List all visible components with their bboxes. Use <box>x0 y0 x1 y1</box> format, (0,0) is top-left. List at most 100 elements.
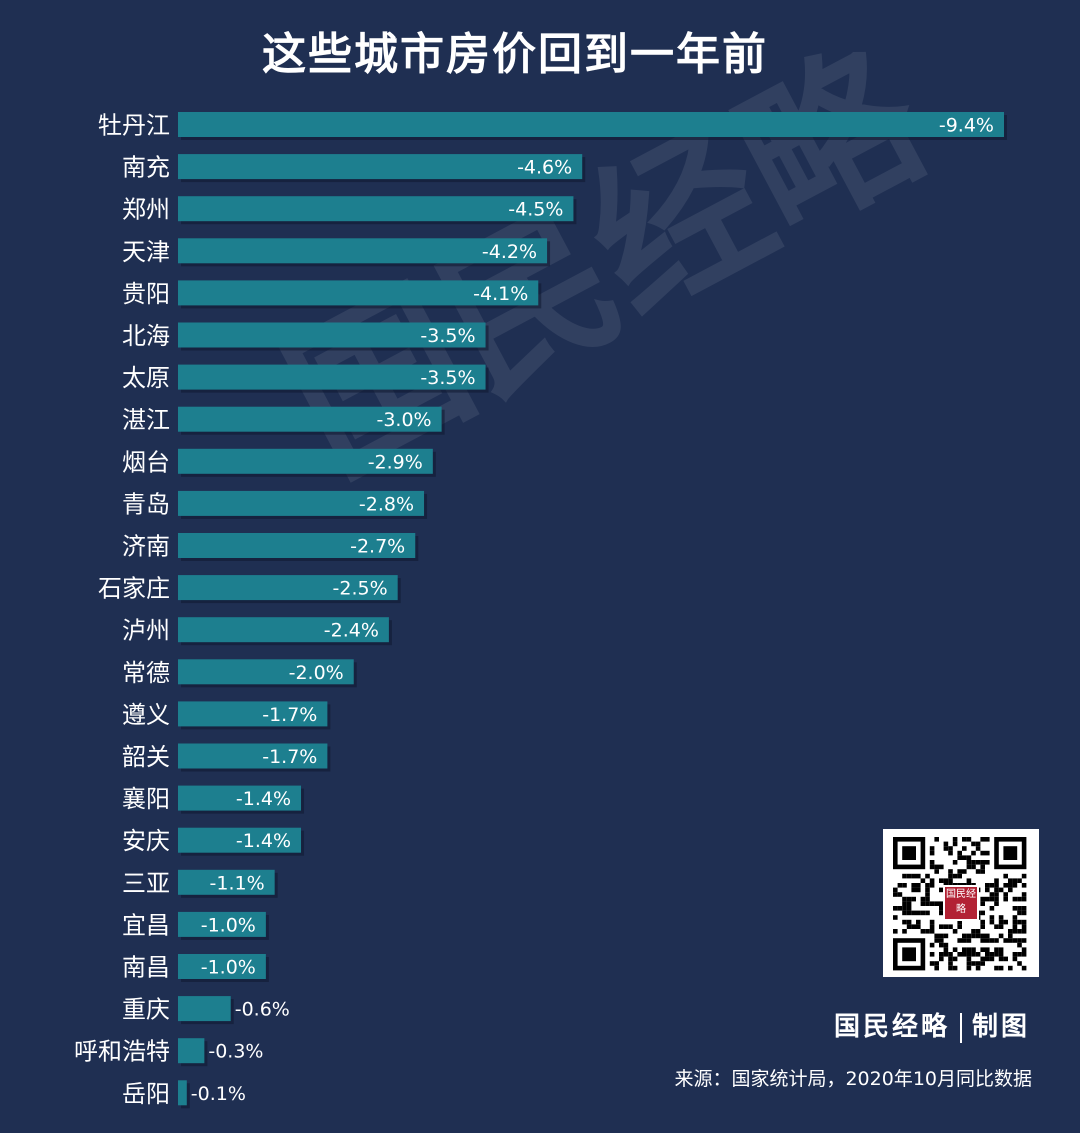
qr-module <box>980 919 985 925</box>
qr-module <box>994 887 999 893</box>
qr-module <box>980 933 985 939</box>
qr-module <box>916 910 921 916</box>
qr-module <box>966 860 972 865</box>
qr-module <box>939 952 944 957</box>
qr-module <box>975 961 981 966</box>
qr-module <box>1012 878 1018 883</box>
bar-1 <box>178 154 583 180</box>
category-label: 郑州 <box>122 196 170 224</box>
qr-module <box>939 933 944 939</box>
category-label: 南充 <box>122 154 170 182</box>
qr-module <box>1012 952 1018 957</box>
qr-module <box>975 929 981 934</box>
category-label: 石家庄 <box>98 575 170 603</box>
qr-logo: 国民经略 <box>943 885 979 921</box>
qr-module <box>980 938 985 943</box>
qr-module <box>998 933 1004 939</box>
bar-20 <box>178 954 266 979</box>
qr-module <box>989 892 995 897</box>
qr-module <box>929 883 935 888</box>
qr-module <box>948 965 953 971</box>
chart-title: 这些城市房价回到一年前 <box>262 29 768 80</box>
qr-module <box>998 919 1004 925</box>
source-note: 来源：国家统计局，2020年10月同比数据 <box>674 1068 1032 1090</box>
qr-module <box>929 846 935 851</box>
qr-module <box>948 873 953 879</box>
qr-module <box>957 952 962 957</box>
qr-module <box>971 947 976 952</box>
category-label: 济南 <box>122 533 170 561</box>
qr-module <box>1021 883 1027 888</box>
qr-module <box>911 887 916 893</box>
value-label: -3.0% <box>376 409 431 431</box>
qr-module <box>985 896 990 902</box>
qr-module <box>929 919 935 925</box>
qr-module <box>939 956 944 962</box>
bar-8 <box>178 448 433 474</box>
value-label: -3.5% <box>420 325 475 347</box>
qr-module <box>980 910 985 916</box>
qr-module <box>1008 878 1013 883</box>
brand-divider <box>959 1013 962 1043</box>
qr-module <box>1003 919 1008 925</box>
qr-module <box>952 947 958 952</box>
qr-module <box>985 883 990 888</box>
qr-module <box>934 938 939 943</box>
qr-module <box>948 878 953 883</box>
qr-module <box>962 837 967 842</box>
value-label: -2.8% <box>359 493 414 515</box>
qr-module <box>980 864 985 870</box>
qr-module <box>962 846 967 851</box>
qr-module <box>897 892 903 897</box>
value-label: -9.4% <box>939 115 994 137</box>
qr-module <box>966 938 972 943</box>
qr-module <box>962 855 967 860</box>
qr-module <box>980 901 985 906</box>
qr-module <box>1003 956 1008 962</box>
category-label: 湛江 <box>122 406 170 434</box>
qr-pattern-icon <box>893 837 1027 971</box>
qr-module <box>980 860 985 865</box>
qr-module <box>943 878 949 883</box>
value-label: -1.0% <box>201 914 256 936</box>
qr-module <box>957 919 962 925</box>
qr-module <box>975 846 981 851</box>
qr-module <box>929 901 935 906</box>
qr-module <box>980 924 985 929</box>
qr-module <box>1012 906 1018 911</box>
qr-module <box>939 878 944 883</box>
qr-module <box>994 901 999 906</box>
qr-module <box>985 938 990 943</box>
bar-23 <box>178 1080 187 1106</box>
qr-module <box>971 933 976 939</box>
value-label: -1.7% <box>262 704 317 726</box>
qr-module <box>994 938 999 943</box>
qr-module <box>902 910 907 916</box>
qr-module <box>994 878 999 883</box>
qr-module <box>1012 883 1018 888</box>
qr-module <box>943 846 949 851</box>
qr-module <box>966 864 972 870</box>
qr-module <box>929 850 935 856</box>
bar-15 <box>178 743 328 769</box>
qr-module <box>1012 915 1018 920</box>
qr-module <box>925 887 930 893</box>
qr-module <box>971 864 976 870</box>
bar-4 <box>178 280 539 306</box>
qr-module <box>962 933 967 939</box>
qr-module <box>1008 883 1013 888</box>
qr-module <box>948 956 953 962</box>
qr-module <box>906 924 912 929</box>
qr-module <box>1021 929 1027 934</box>
bar-2 <box>178 196 574 222</box>
qr-module <box>925 901 930 906</box>
qr-module <box>966 933 972 939</box>
category-label: 贵阳 <box>122 280 170 308</box>
qr-module <box>943 924 949 929</box>
qr-module <box>962 947 967 952</box>
qr-module <box>934 961 939 966</box>
qr-module <box>1012 956 1018 962</box>
value-label: -2.5% <box>333 578 388 600</box>
qr-module <box>966 961 972 966</box>
qr-module <box>1003 883 1008 888</box>
